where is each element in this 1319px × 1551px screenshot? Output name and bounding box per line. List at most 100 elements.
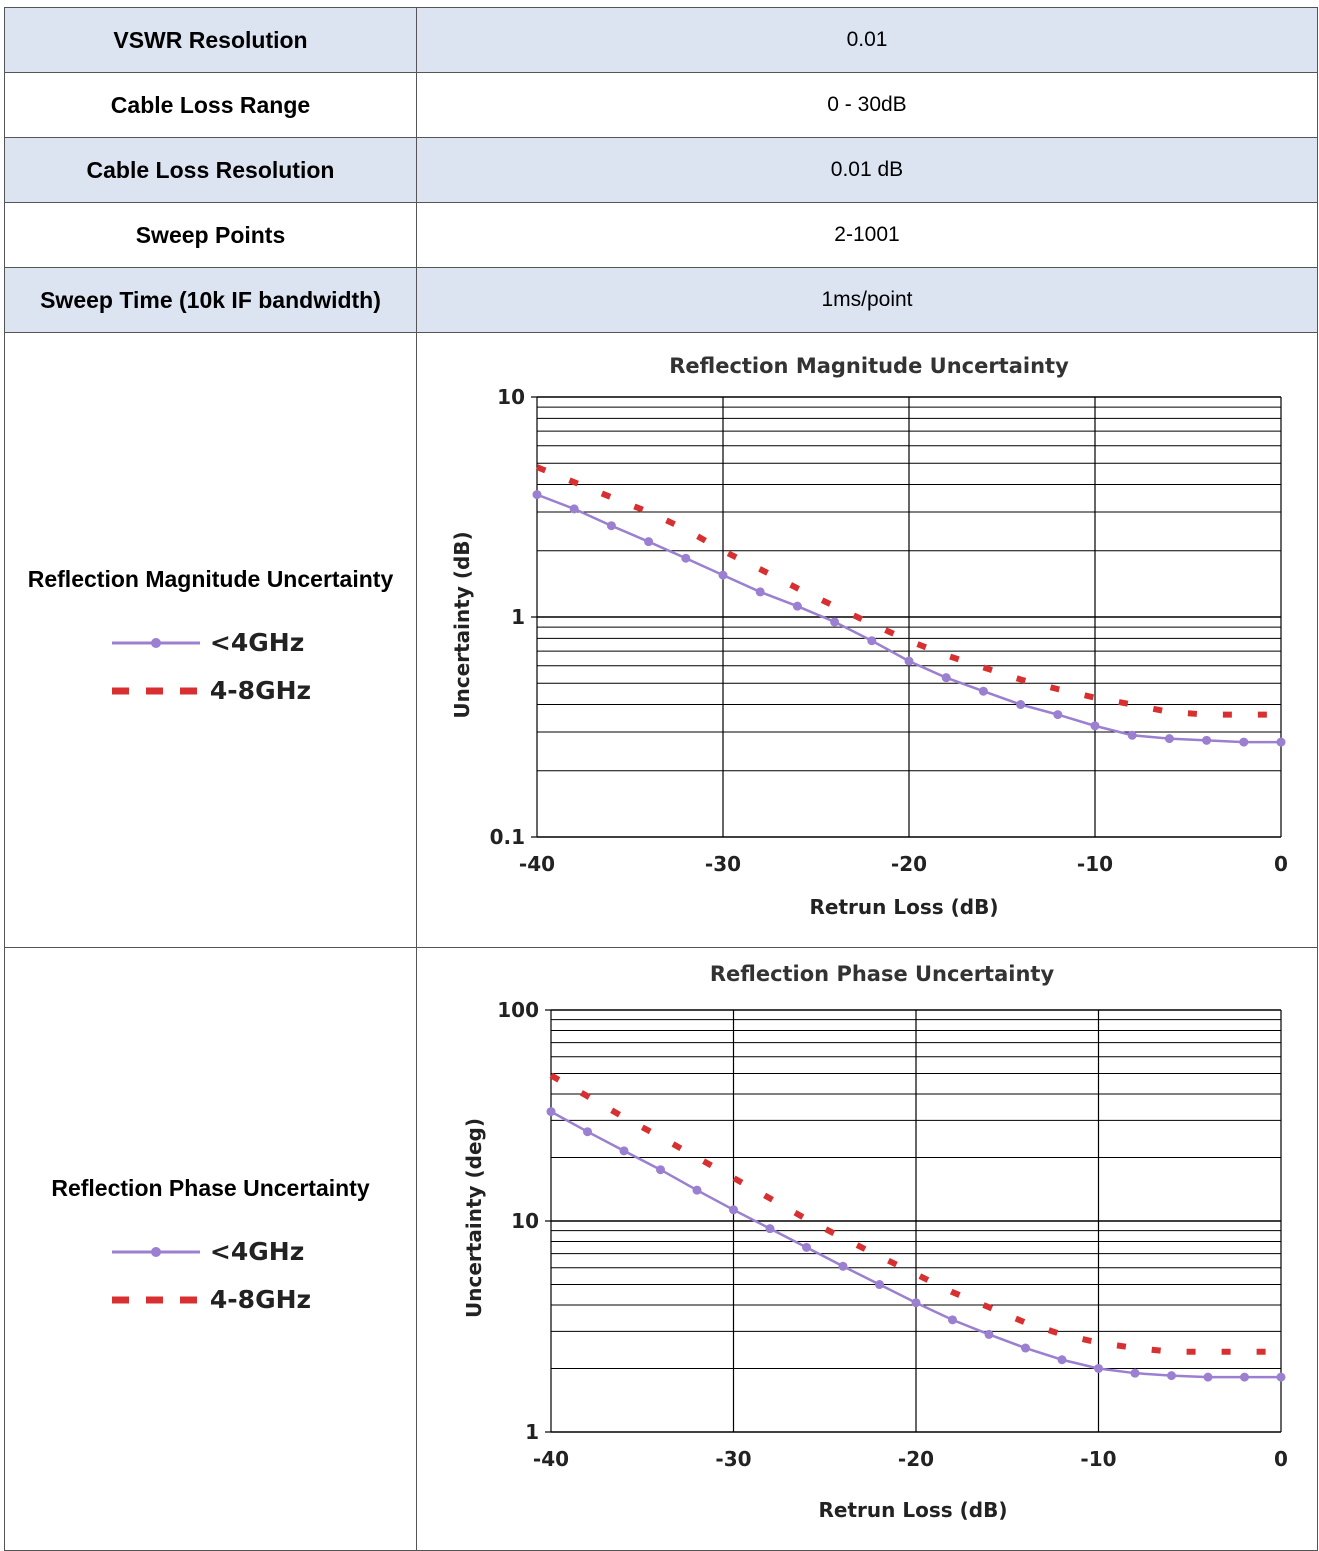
series-point (838, 1261, 848, 1271)
dashed-line-icon (111, 687, 200, 694)
row-label: Cable Loss Range (4, 72, 417, 138)
row-label: Sweep Points (4, 202, 417, 268)
series-point (1016, 700, 1026, 710)
series-point (692, 1185, 702, 1195)
x-tick-label: -30 (715, 1447, 751, 1471)
legend: <4GHz 4-8GHz (110, 619, 311, 715)
row-value: 0.01 dB (416, 137, 1318, 203)
series-point (978, 686, 988, 696)
x-tick-label: -10 (1077, 852, 1113, 876)
series-point (1240, 1372, 1249, 1382)
y-tick-label: 100 (497, 998, 539, 1022)
series-point (1057, 1355, 1067, 1365)
row-value: 0 - 30dB (416, 72, 1318, 138)
row-value: 1ms/point (416, 267, 1318, 333)
chart-cell: Reflection Phase Uncertainty Retrun Loss… (416, 947, 1318, 1551)
solid-line-marker-icon (111, 1246, 200, 1257)
series-point (546, 1107, 556, 1117)
series-point (792, 601, 802, 611)
legend-item-low: <4GHz (110, 1228, 311, 1276)
series-point (681, 553, 691, 563)
y-axis-label: Uncertainty (dB) (450, 531, 474, 718)
x-tick-label: -20 (891, 852, 927, 876)
legend-label: <4GHz (209, 1237, 305, 1266)
chart-row-magnitude: Reflection Magnitude Uncertainty <4GHz 4… (4, 332, 1318, 948)
dashed-line-icon (111, 1296, 200, 1303)
table-row: VSWR Resolution 0.01 (4, 7, 1318, 73)
series-point (1276, 1372, 1286, 1382)
legend-label: 4-8GHz (209, 676, 312, 705)
table-row: Cable Loss Range 0 - 30dB (4, 72, 1318, 138)
y-tick-label: 10 (497, 385, 525, 409)
series-point (1130, 1368, 1140, 1378)
series-point (583, 1127, 592, 1137)
legend: <4GHz 4-8GHz (110, 1228, 311, 1324)
series-point (718, 570, 728, 580)
phase-chart: Reflection Phase Uncertainty Retrun Loss… (462, 962, 1288, 1522)
x-tick-label: -40 (533, 1447, 569, 1471)
series-point (1167, 1371, 1176, 1381)
series-point (569, 504, 579, 514)
series-point (984, 1329, 994, 1339)
table-row: Sweep Points 2-1001 (4, 202, 1318, 268)
row-value: 2-1001 (416, 202, 1318, 268)
series-point (948, 1315, 957, 1325)
x-tick-label: -20 (898, 1447, 934, 1471)
legend-label: <4GHz (209, 628, 305, 657)
series-point (644, 537, 654, 547)
grid (550, 1009, 1282, 1433)
series-point (755, 587, 765, 597)
series-line-4-8ghz (535, 464, 1281, 718)
y-tick-label: 10 (511, 1209, 539, 1233)
spec-table: VSWR Resolution 0.01 Cable Loss Range 0 … (4, 7, 1318, 1551)
x-tick-label: 0 (1274, 1447, 1288, 1471)
series-point (619, 1146, 629, 1156)
x-tick-label: -40 (519, 852, 555, 876)
series-point (729, 1205, 738, 1215)
series-point (875, 1280, 884, 1290)
series-point (765, 1224, 775, 1234)
series-point (802, 1242, 811, 1252)
x-tick-label: 0 (1274, 852, 1288, 876)
series-point (1021, 1343, 1030, 1353)
series-point (1239, 737, 1249, 747)
series-point (904, 656, 914, 666)
grid (536, 396, 1282, 838)
row-label: Sweep Time (10k IF bandwidth) (4, 267, 417, 333)
solid-line-marker-icon (111, 637, 200, 648)
legend-label: 4-8GHz (209, 1285, 312, 1314)
chart-label-cell: Reflection Magnitude Uncertainty <4GHz 4… (4, 332, 417, 948)
magnitude-chart: Reflection Magnitude Uncertainty Retrun … (450, 354, 1288, 919)
legend-item-high: 4-8GHz (110, 667, 311, 715)
chart-section-label: Reflection Phase Uncertainty (51, 1174, 370, 1201)
chart-title: Reflection Magnitude Uncertainty (669, 354, 1069, 378)
series-point (941, 673, 951, 683)
chart-label-cell: Reflection Phase Uncertainty <4GHz 4-8GH… (4, 947, 417, 1551)
series-point (606, 521, 616, 531)
series-point (1203, 1372, 1213, 1382)
series-point (532, 490, 542, 500)
legend-item-high: 4-8GHz (110, 1276, 311, 1324)
series-point (830, 617, 840, 627)
chart-row-phase: Reflection Phase Uncertainty <4GHz 4-8GH… (4, 947, 1318, 1551)
series-point (1202, 735, 1212, 745)
x-tick-label: -10 (1080, 1447, 1116, 1471)
y-axis-label: Uncertainty (deg) (462, 1118, 486, 1318)
y-tick-label: 1 (511, 605, 525, 629)
legend-item-low: <4GHz (110, 619, 311, 667)
row-label: VSWR Resolution (4, 7, 417, 73)
chart-cell: Reflection Magnitude Uncertainty Retrun … (416, 332, 1318, 948)
series-point (867, 636, 877, 646)
series-point (1094, 1363, 1103, 1373)
table-row: Sweep Time (10k IF bandwidth) 1ms/point (4, 267, 1318, 333)
y-tick-label: 0.1 (490, 825, 525, 849)
y-tick-label: 1 (525, 1420, 539, 1444)
row-value: 0.01 (416, 7, 1318, 73)
x-tick-label: -30 (705, 852, 741, 876)
chart-section-label: Reflection Magnitude Uncertainty (27, 565, 394, 592)
series-point (1090, 721, 1100, 731)
series-point (656, 1165, 665, 1175)
x-axis-label: Retrun Loss (dB) (819, 1498, 1008, 1522)
series-point (1276, 737, 1286, 747)
series-point (1164, 734, 1174, 744)
